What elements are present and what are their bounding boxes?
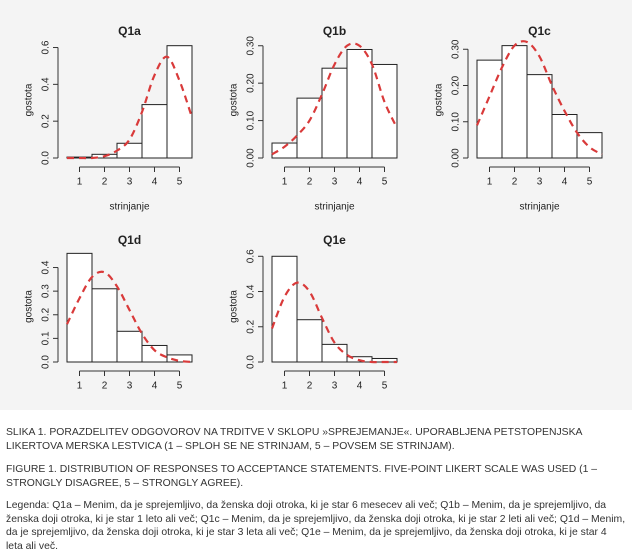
bar	[116, 142, 143, 159]
y-tick-label: 0.3	[41, 284, 52, 298]
y-axis-label: gostota	[229, 290, 240, 323]
x-tick-label: 1	[77, 381, 83, 392]
bar	[116, 330, 143, 363]
caption-legend: Legenda: Q1a – Menim, da je sprejemljivo…	[6, 500, 626, 552]
bar	[371, 63, 398, 159]
x-axis-label: strinjanje	[519, 202, 559, 213]
y-tick-label: 0.00	[451, 148, 462, 168]
density-curve	[271, 42, 398, 156]
y-tick-label: 0.2	[41, 307, 52, 321]
x-tick-label: 5	[177, 177, 183, 188]
x-tick-label: 5	[382, 381, 388, 392]
x-tick-label: 2	[512, 177, 518, 188]
x-tick-label: 4	[562, 177, 568, 188]
chart-title: Q1b	[323, 24, 346, 38]
bar	[141, 344, 168, 363]
x-tick-label: 3	[537, 177, 543, 188]
bar	[91, 288, 118, 363]
x-tick-label: 3	[127, 381, 133, 392]
bar	[576, 132, 603, 159]
y-tick-label: 0.1	[41, 331, 52, 345]
bar	[321, 67, 348, 159]
x-tick-label: 4	[152, 177, 158, 188]
y-tick-label: 0.4	[246, 284, 257, 298]
x-axis-label: strinjanje	[109, 202, 149, 213]
x-tick-label: 2	[307, 381, 313, 392]
x-tick-label: 1	[282, 381, 288, 392]
x-tick-label: 1	[282, 177, 288, 188]
x-tick-label: 2	[307, 177, 313, 188]
y-tick-label: 0.2	[41, 114, 52, 128]
figure: Q1a 0.0 0.2 0.4 0.6 gostota 1 2 3 4 5 strinjanje Q1b…	[0, 0, 632, 410]
y-tick-label: 0.30	[451, 39, 462, 59]
bar	[551, 114, 578, 159]
x-tick-label: 5	[382, 177, 388, 188]
y-tick-label: 0.20	[451, 75, 462, 95]
y-tick-label: 0.0	[41, 151, 52, 165]
y-tick-label: 0.10	[451, 112, 462, 132]
chart-title: Q1c	[528, 24, 551, 38]
y-tick-label: 0.0	[246, 355, 257, 369]
density-curve	[66, 270, 193, 364]
y-tick-label: 0.0	[41, 355, 52, 369]
density-curve	[270, 281, 397, 364]
x-tick-label: 4	[357, 381, 363, 392]
bar	[271, 142, 298, 159]
y-axis-label: gostota	[24, 83, 35, 116]
x-tick-label: 3	[332, 177, 338, 188]
bar	[296, 97, 323, 159]
x-tick-label: 5	[177, 381, 183, 392]
y-tick-label: 0.4	[41, 77, 52, 91]
bar	[66, 252, 93, 363]
y-axis-label: gostota	[24, 290, 35, 323]
y-tick-label: 0.10	[246, 110, 257, 130]
x-axis-label: strinjanje	[314, 202, 354, 213]
x-tick-label: 1	[77, 177, 83, 188]
bar	[296, 319, 323, 363]
y-tick-label: 0.2	[246, 319, 257, 333]
y-axis-label: gostota	[229, 83, 240, 116]
y-tick-label: 0.6	[246, 249, 257, 263]
bar	[321, 343, 348, 363]
y-tick-label: 0.30	[246, 36, 257, 56]
bar	[346, 48, 373, 159]
x-tick-label: 3	[127, 177, 133, 188]
chart-title: Q1e	[323, 233, 346, 247]
y-tick-label: 0.00	[246, 148, 257, 168]
chart-title: Q1a	[118, 24, 141, 38]
x-tick-label: 5	[587, 177, 593, 188]
chart-title: Q1d	[118, 233, 141, 247]
bar	[141, 104, 168, 159]
x-tick-label: 4	[357, 177, 363, 188]
y-tick-label: 0.4	[41, 260, 52, 274]
x-tick-label: 1	[487, 177, 493, 188]
x-tick-label: 2	[102, 177, 108, 188]
x-tick-label: 3	[332, 381, 338, 392]
y-tick-label: 0.6	[41, 40, 52, 54]
x-tick-label: 2	[102, 381, 108, 392]
caption-eng: FIGURE 1. DISTRIBUTION OF RESPONSES TO A…	[6, 464, 598, 489]
x-tick-label: 4	[152, 381, 158, 392]
bar	[166, 354, 193, 363]
bar	[526, 74, 553, 159]
density-curve	[475, 40, 603, 156]
bar	[271, 255, 298, 363]
bar	[501, 45, 528, 159]
y-tick-label: 0.20	[246, 73, 257, 93]
caption-slo: SLIKA 1. PORAZDELITEV ODGOVOROV NA TRDIT…	[6, 427, 582, 452]
y-axis-label: gostota	[434, 83, 445, 116]
